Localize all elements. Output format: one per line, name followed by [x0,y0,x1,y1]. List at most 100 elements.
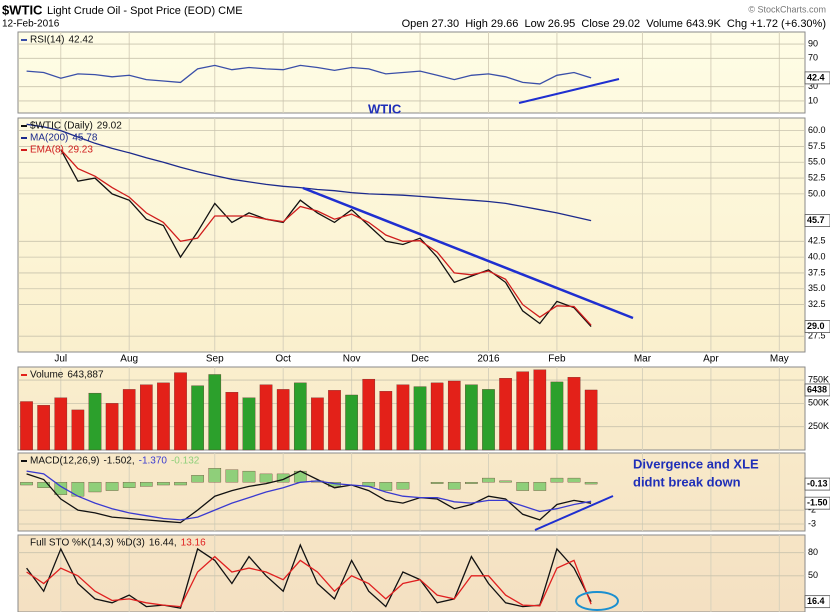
line-series [26,470,592,524]
bar [584,482,598,485]
bar [191,385,204,451]
bar [550,477,564,483]
y-tick-label: 55.0 [808,157,826,167]
y-tick-label: 30 [808,81,818,91]
bar [362,378,376,451]
bar [122,482,136,488]
y-tick-label: 70 [808,53,818,63]
bar [430,382,444,451]
x-tick-label: Apr [703,354,719,365]
bar [465,384,478,451]
bar [499,378,512,451]
bar [174,372,187,451]
value-marker-label: 16.4 [807,596,825,606]
legend-name: EMA(8) [30,145,64,156]
value-marker-label: -0.13 [807,478,828,488]
bar [105,482,119,491]
bar [533,369,547,451]
bar [396,384,410,451]
bar [88,392,102,451]
bar [482,389,495,451]
bar [276,389,290,451]
trend-line [302,186,634,320]
bar [208,374,222,451]
bar [293,382,307,451]
y-tick-label: 57.5 [808,141,826,151]
legend-value: 42.42 [68,35,93,46]
line-series [26,555,592,608]
annotation: Divergence and XLE [633,456,759,471]
legend-name: Volume [30,370,64,381]
x-tick-label: Jul [54,354,67,365]
panel-title: Full STO %K(14,3) %D(3) [30,538,145,549]
legend-value: 29.23 [68,145,93,156]
legend-value: 29.02 [97,121,122,132]
value-marker [804,477,830,491]
y-tick-label: 60.0 [808,125,826,135]
legend-value: -1.370 [139,456,168,467]
legend-value: 13.16 [181,538,206,549]
y-tick-label: 37.5 [808,267,826,277]
annotation: didnt break down [633,474,741,489]
highlight-circle [575,591,619,611]
bar [550,381,564,451]
trend-line [534,495,614,531]
legend-value: 45.78 [72,133,97,144]
value-marker [804,320,830,333]
bar [482,477,495,483]
line-series [26,543,592,609]
x-tick-label: Dec [411,354,429,365]
symbol: $WTIC [2,2,43,17]
panel-background [17,366,806,451]
bar [71,409,85,451]
x-tick-label: May [770,354,789,365]
bar [567,377,581,451]
legend-value: 16.44, [149,538,177,549]
y-tick-label: 80 [808,547,818,557]
bar [122,389,136,451]
panel-background [17,452,806,532]
bar [225,392,239,451]
panel-background [17,31,806,114]
bar [533,482,547,491]
legend-value: 643,887 [67,370,104,381]
legend-name: $WTIC (Daily) [30,121,93,132]
annotation: WTIC [368,101,402,116]
legend-name: MACD(12,26,9) [30,456,99,467]
value-marker [804,496,830,510]
bar [20,482,33,486]
y-tick-label: 40.0 [808,252,826,262]
bar [140,384,153,451]
x-tick-label: 2016 [477,354,500,365]
quote: Open 27.30 High 29.66 Low 26.95 Close 29… [402,18,826,30]
bar [465,482,478,484]
y-tick-label: 250K [808,421,829,431]
value-marker [804,71,830,85]
x-tick-label: Feb [548,354,566,365]
bar [567,477,581,483]
x-tick-label: Nov [343,354,361,365]
bar [516,482,530,491]
line-series [26,470,592,521]
bar [242,470,256,483]
bar [157,382,170,451]
description: Light Crude Oil - Spot Price (EOD) CME [47,5,243,17]
y-tick-label: 52.5 [808,172,826,182]
panel-background [17,117,806,353]
y-tick-label: 27.5 [808,331,826,341]
value-marker-label: 45.7 [807,215,825,225]
bar [379,391,393,451]
bar [259,473,273,483]
bar [447,482,461,490]
bar [276,473,290,483]
value-marker-label: 6438 [807,384,827,394]
line-series [26,64,592,85]
bar [413,386,427,451]
bar [54,482,68,495]
bar [157,482,170,486]
bar [191,475,204,483]
x-tick-label: Mar [634,354,652,365]
y-tick-label: 50 [808,570,818,580]
panel-background [17,534,806,612]
value-marker-label: -1.50 [807,498,828,508]
